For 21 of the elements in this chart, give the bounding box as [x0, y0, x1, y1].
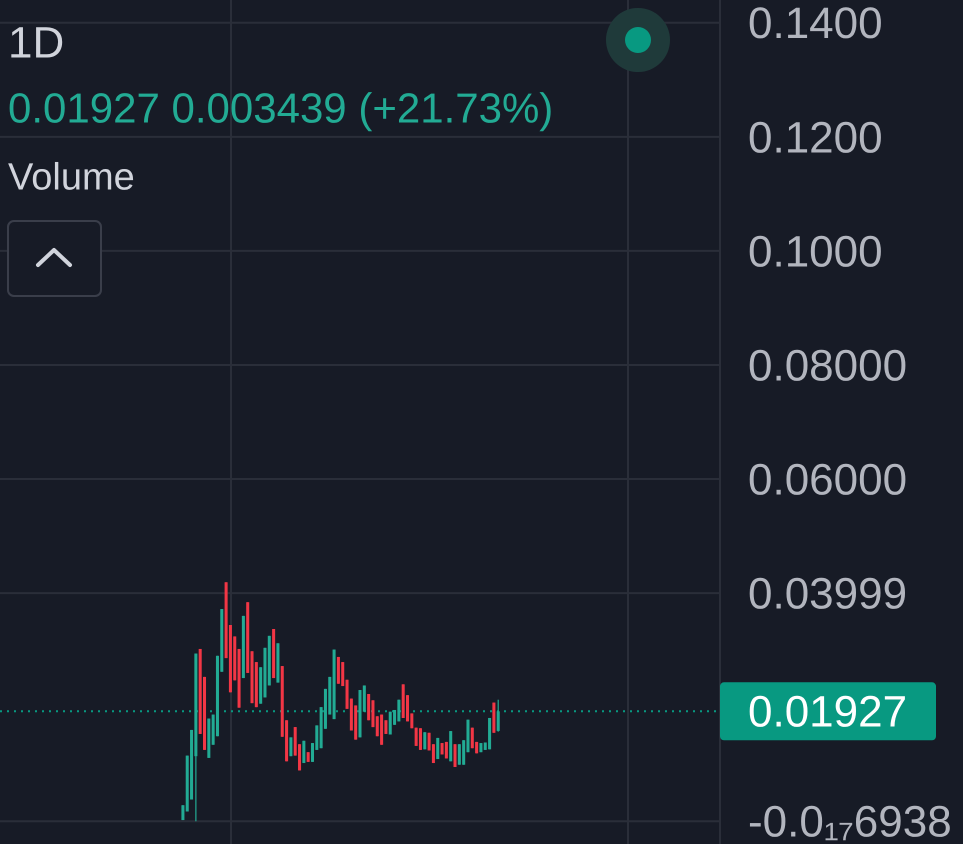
- y-tick-label: 0.06000: [748, 455, 908, 504]
- chart-title: 1D: [8, 18, 64, 68]
- candlestick: [306, 752, 310, 762]
- candlestick: [444, 741, 448, 760]
- candlestick: [458, 744, 461, 766]
- candlestick: [397, 699, 400, 722]
- y-tick-label: 0.1200: [748, 113, 883, 162]
- candlestick: [454, 744, 457, 768]
- candlestick: [496, 699, 500, 732]
- y-tick-label: 0.1400: [748, 0, 883, 48]
- candlestick: [388, 711, 392, 736]
- annotation: Volume: [8, 156, 135, 198]
- candlestick: [440, 742, 444, 756]
- ref-line-label: 0.01927: [748, 688, 908, 737]
- candlestick: [423, 732, 426, 750]
- y-tick-label: 0.1000: [748, 227, 883, 276]
- candlestick: [418, 728, 422, 751]
- y-tick-label: 0.08000: [748, 341, 908, 390]
- text: 0.01927 0.003439 (+21.73%): [8, 84, 554, 132]
- y-tick-label: 0.03999: [748, 570, 908, 619]
- y-tick-label: -0.0₁₇6938: [748, 798, 952, 844]
